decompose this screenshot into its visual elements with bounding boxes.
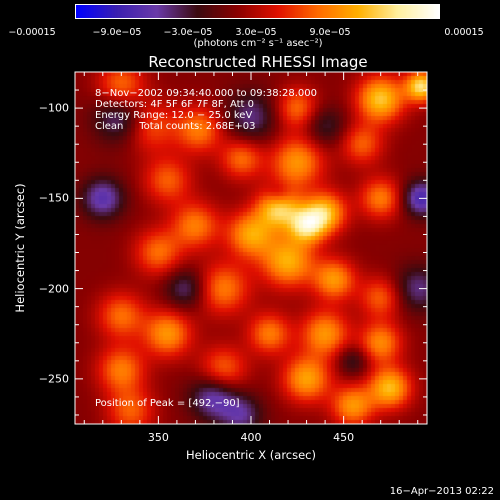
- y-axis-label: Heliocentric Y (arcsec): [13, 183, 27, 313]
- colorbar-ticks: −0.00015 −9.0e−05 −3.0e−05 3.0e−05 9.0e−…: [0, 0, 500, 60]
- annotation-method: Clean Total counts: 2.68E+03: [95, 121, 256, 132]
- date-stamp: 16−Apr−2013 02:22: [389, 486, 494, 497]
- colorbar-tick-label: 9.0e−05: [309, 27, 351, 38]
- annotation-energy-range: Energy Range: 12.0 − 25.0 keV: [95, 110, 253, 121]
- annotation-peak-position: Position of Peak = [492,−90]: [95, 398, 240, 409]
- plot-area: 8−Nov−2002 09:34:40.000 to 09:38:28.000 …: [75, 72, 427, 424]
- y-tick-label: −100: [38, 101, 69, 115]
- annotation-detectors: Detectors: 4F 5F 6F 7F 8F, Att 0: [95, 99, 255, 110]
- x-axis-label: Heliocentric X (arcsec): [186, 448, 316, 462]
- y-tick-label: −200: [38, 282, 69, 296]
- colorbar-tick-label: 0.00015: [444, 27, 484, 38]
- colorbar-tick-label: −3.0e−05: [163, 27, 213, 38]
- colorbar-tick-label: −9.0e−05: [92, 27, 142, 38]
- colorbar-tick-label: −0.00015: [8, 27, 56, 38]
- y-tick-label: −250: [38, 372, 69, 386]
- x-tick-label: 350: [147, 431, 169, 444]
- colorbar-tick-label: 3.0e−05: [235, 27, 277, 38]
- chart-title: Reconstructed RHESSI Image: [148, 53, 368, 71]
- x-tick-label: 400: [240, 431, 262, 444]
- colorbar-unit-label: (photons cm⁻² s⁻¹ asec⁻²): [193, 38, 323, 49]
- colorbar: [75, 4, 440, 19]
- y-tick-label: −150: [38, 191, 69, 205]
- x-tick-label: 450: [333, 431, 355, 444]
- annotation-time-range: 8−Nov−2002 09:34:40.000 to 09:38:28.000: [95, 88, 318, 99]
